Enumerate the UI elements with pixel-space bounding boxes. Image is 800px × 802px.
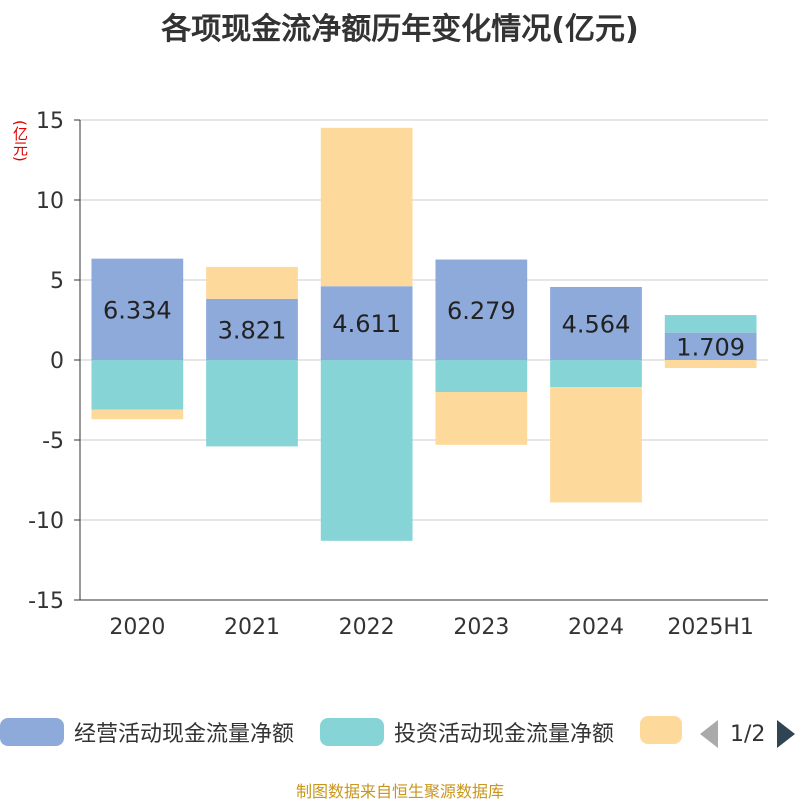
legend-swatch-financing: [640, 716, 682, 744]
bar-segment: [550, 387, 642, 503]
y-tick-label: -5: [42, 429, 64, 454]
x-tick-label: 2024: [568, 615, 624, 640]
y-tick-label: 0: [50, 349, 64, 374]
legend-label-investing: 投资活动现金流量净额: [394, 722, 615, 747]
legend: 经营活动现金流量净额 投资活动现金流量净额 1/2: [0, 712, 800, 756]
legend-swatch-operating: [0, 718, 64, 746]
legend-page-number: 1/2: [730, 721, 766, 747]
legend-label-operating: 经营活动现金流量净额: [74, 722, 295, 747]
y-tick-label: 10: [36, 189, 64, 214]
x-tick-label: 2020: [109, 615, 165, 640]
legend-pager: 1/2: [700, 720, 796, 748]
bar-segment: [664, 332, 757, 360]
data-label: 4.611: [332, 310, 401, 338]
bar-segment: [664, 360, 757, 368]
bar-segment: [206, 360, 298, 447]
legend-item-operating[interactable]: 经营活动现金流量净额: [0, 716, 294, 748]
bar-segment: [320, 360, 413, 541]
bar-segment: [206, 298, 298, 360]
bar-segment: [435, 360, 528, 392]
bar-segment: [320, 286, 413, 360]
legend-prev-arrow-icon[interactable]: [700, 720, 718, 748]
x-tick-label: 2025H1: [667, 615, 754, 640]
y-axis-unit-label: (亿元): [11, 120, 29, 162]
legend-next-arrow-icon[interactable]: [777, 720, 796, 748]
data-label: 6.279: [447, 297, 516, 325]
cashflow-bar-chart: 15 10 5 0 -5 -10 -15 2020 2021 2022 2023 2024 2025H1…: [28, 109, 768, 640]
x-tick-label: 2021: [224, 615, 280, 640]
x-tick-label: 2022: [339, 615, 395, 640]
bar-segment: [91, 360, 184, 410]
data-label: 3.821: [218, 316, 287, 344]
x-tick-label: 2023: [453, 615, 509, 640]
bar-segment: [550, 286, 642, 360]
bar-segment: [206, 266, 298, 299]
y-tick-label: -10: [28, 509, 64, 534]
bar-segment: [435, 392, 528, 445]
y-tick-label: -15: [28, 589, 64, 614]
bar-segment: [91, 409, 184, 420]
bar-segment: [91, 258, 184, 360]
data-label: 6.334: [103, 296, 172, 324]
bar-segment: [435, 259, 528, 360]
data-source-note: 制图数据来自恒生聚源数据库: [295, 782, 504, 801]
data-label: 4.564: [562, 310, 631, 338]
legend-item-investing[interactable]: 投资活动现金流量净额: [320, 716, 614, 748]
y-tick-label: 5: [50, 269, 64, 294]
bar-segment: [664, 315, 757, 333]
legend-item-financing[interactable]: [640, 716, 692, 744]
bar-segment: [320, 127, 413, 287]
chart-title: 各项现金流净额历年变化情况(亿元): [161, 12, 639, 47]
bar-segment: [550, 360, 642, 388]
y-tick-label: 15: [36, 109, 64, 134]
data-label: 1.709: [676, 333, 745, 361]
legend-swatch-investing: [320, 718, 384, 746]
